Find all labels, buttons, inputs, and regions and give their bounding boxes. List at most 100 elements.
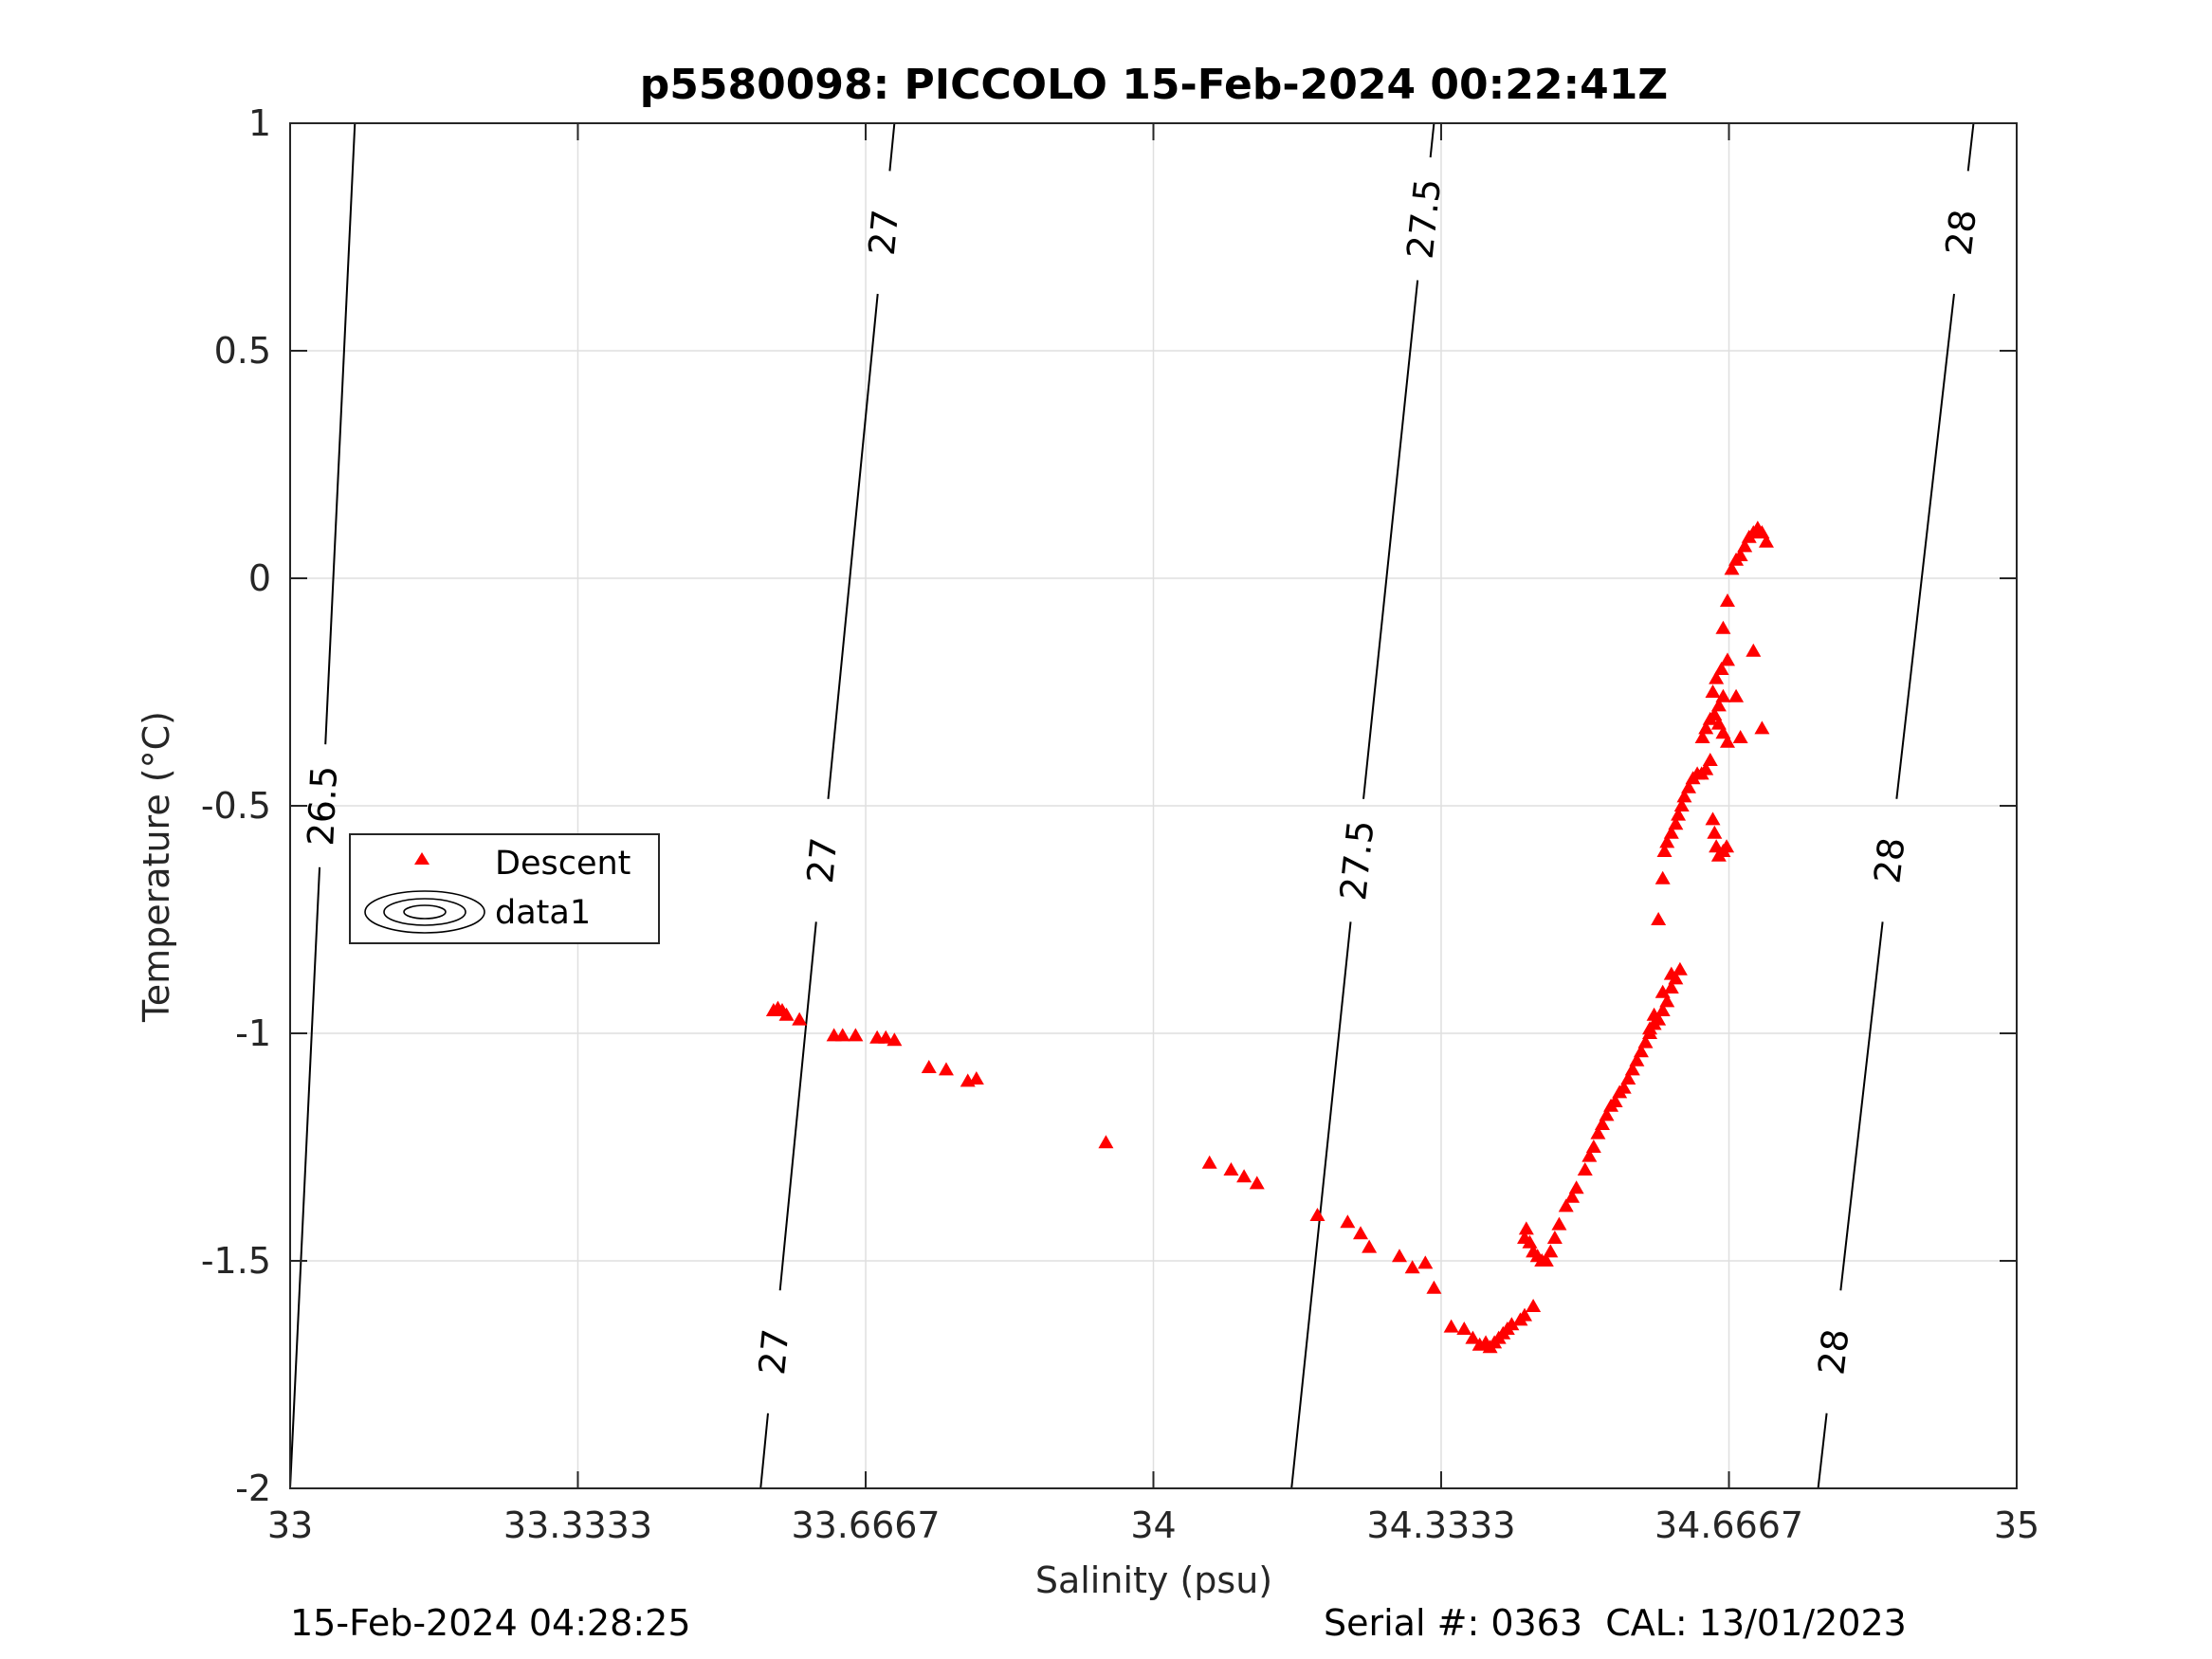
descent-point: [1517, 1307, 1533, 1322]
legend-descent-marker: [414, 852, 430, 865]
descent-point: [1543, 1244, 1559, 1258]
x-tick-label: 34: [1130, 1504, 1176, 1546]
descent-point: [1340, 1214, 1356, 1229]
descent-point: [1362, 1239, 1378, 1253]
descent-point: [1599, 1107, 1615, 1121]
descent-point: [1546, 1231, 1563, 1244]
descent-point: [1633, 1044, 1649, 1058]
y-tick-label: -0.5: [201, 785, 271, 827]
descent-point: [1504, 1317, 1520, 1331]
y-axis-ticks: -2 -1.5 -1 -0.5 0 0.5 1: [201, 102, 2017, 1509]
descent-point: [1663, 980, 1679, 994]
footer-serial-cal: Serial #: 0363 CAL: 13/01/2023: [1324, 1602, 1907, 1644]
x-tick-label: 33.6667: [791, 1504, 940, 1546]
descent-point: [1746, 643, 1762, 657]
descent-point: [1676, 789, 1692, 803]
isopycnal-line: [1839, 921, 1884, 1291]
descent-point: [1404, 1260, 1420, 1274]
y-tick-label: 0.5: [214, 330, 271, 372]
descent-point: [1663, 825, 1679, 839]
descent-point: [1526, 1299, 1542, 1312]
legend-label-descent: Descent: [495, 845, 631, 883]
descent-point: [1705, 684, 1721, 698]
descent-point: [1709, 839, 1725, 853]
isopycnal-line: [1429, 122, 1435, 158]
legend: Descent data1: [349, 833, 660, 944]
descent-point: [1616, 1080, 1632, 1094]
descent-point: [1715, 620, 1731, 634]
descent-point: [1663, 966, 1679, 980]
y-tick-label: -1.5: [201, 1240, 271, 1282]
x-tick-label: 34.3333: [1366, 1504, 1515, 1546]
isopycnal-line: [289, 866, 321, 1489]
isopycnal-contours: 26.5 27 27 27 27.5 27.5 28 28 28: [289, 122, 1984, 1489]
isopycnal-label: 28: [1866, 835, 1912, 885]
descent-point: [1465, 1330, 1481, 1344]
descent-point: [1637, 1034, 1654, 1048]
descent-point: [1642, 1021, 1658, 1035]
isopycnal-line: [1362, 280, 1419, 799]
descent-point: [1201, 1155, 1217, 1169]
descent-point: [1732, 548, 1748, 561]
descent-point: [1698, 761, 1714, 775]
descent-point: [1309, 1208, 1325, 1221]
descent-series: [765, 520, 1774, 1354]
x-tick-label: 34.6667: [1654, 1504, 1803, 1546]
descent-point: [1426, 1280, 1442, 1294]
descent-point: [1668, 816, 1684, 830]
descent-point: [1236, 1169, 1252, 1183]
isopycnal-line: [1290, 921, 1352, 1489]
isopycnal-line: [1895, 293, 1955, 799]
descent-point: [1702, 753, 1718, 766]
x-tick-label: 33.3333: [503, 1504, 652, 1546]
descent-point: [1659, 834, 1675, 848]
descent-point: [1568, 1180, 1584, 1194]
descent-point: [1681, 779, 1697, 793]
descent-point: [1659, 994, 1675, 1008]
legend-label-data1: data1: [495, 894, 591, 932]
descent-point: [1518, 1221, 1534, 1235]
descent-point: [1754, 720, 1770, 735]
isopycnal-line: [778, 921, 817, 1291]
descent-point: [878, 1030, 894, 1044]
isopycnal-label: 28: [1810, 1326, 1856, 1376]
descent-point: [1417, 1255, 1434, 1269]
isopycnal-line: [827, 293, 879, 799]
descent-point: [1651, 912, 1667, 925]
descent-point: [921, 1060, 937, 1073]
x-axis-label: Salinity (psu): [1035, 1559, 1272, 1601]
descent-point: [1719, 593, 1735, 607]
descent-point: [1590, 1125, 1606, 1139]
descent-point: [1705, 811, 1721, 826]
footer-timestamp: 15-Feb-2024 04:28:25: [290, 1602, 691, 1644]
legend-contour-icon: [364, 890, 485, 934]
descent-point: [968, 1071, 984, 1085]
descent-point: [1564, 1189, 1581, 1203]
descent-point: [1624, 1062, 1640, 1076]
descent-point: [1707, 825, 1723, 839]
descent-point: [1443, 1319, 1459, 1333]
descent-point: [1724, 561, 1740, 575]
y-tick-label: -2: [235, 1468, 271, 1509]
isopycnal-label: 27.5: [1399, 176, 1450, 261]
y-tick-label: 0: [248, 557, 271, 599]
descent-point: [1098, 1135, 1114, 1149]
x-axis-ticks: 33 33.3333 33.6667 34 34.3333 34.6667 35: [267, 123, 2039, 1546]
descent-point: [1715, 688, 1731, 702]
chart-title: p5580098: PICCOLO 15-Feb-2024 00:22:41Z: [640, 61, 1668, 109]
isopycnal-line: [1966, 122, 1975, 172]
descent-point: [1558, 1198, 1574, 1212]
descent-point: [1719, 734, 1735, 748]
descent-point: [1654, 984, 1671, 998]
descent-point: [1594, 1117, 1610, 1130]
isopycnal-label: 27.5: [1332, 818, 1382, 902]
descent-point: [1673, 798, 1690, 811]
descent-point: [1654, 870, 1671, 884]
descent-point: [1581, 1148, 1598, 1162]
isopycnal-line: [324, 122, 356, 745]
descent-point: [1754, 525, 1770, 538]
descent-point: [778, 1007, 795, 1021]
descent-point: [1694, 730, 1710, 743]
descent-point: [1719, 839, 1735, 853]
